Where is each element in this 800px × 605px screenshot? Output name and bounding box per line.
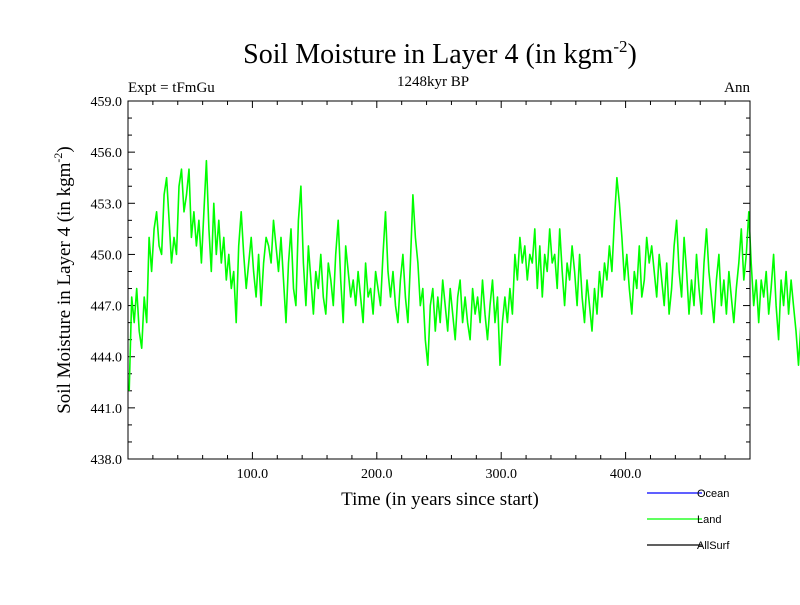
x-tick-label: 400.0 xyxy=(610,467,642,482)
chart-title-superscript: -2 xyxy=(613,37,627,56)
legend-label-allsurf: AllSurf xyxy=(697,540,730,552)
chart-subtitle: 1248kyr BP xyxy=(397,74,469,90)
legend: Ocean Land AllSurf xyxy=(647,488,730,552)
y-axis-label-suffix: ) xyxy=(54,146,75,152)
plot-area-frame xyxy=(127,100,751,460)
y-tick-label: 459.0 xyxy=(91,95,123,110)
season-label: Ann xyxy=(724,80,750,96)
x-tick-label: 300.0 xyxy=(485,467,517,482)
y-tick-label: 444.0 xyxy=(91,351,123,366)
x-tick-label: 100.0 xyxy=(237,467,269,482)
legend-label-ocean: Ocean xyxy=(697,488,729,500)
y-axis-label-superscript: -2 xyxy=(51,153,65,163)
series-group xyxy=(128,159,800,391)
legend-label-land: Land xyxy=(697,514,721,526)
y-tick-label: 441.0 xyxy=(91,402,123,417)
y-tick-label: 456.0 xyxy=(91,146,123,161)
y-axis-label-main: Soil Moisture in Layer 4 (in kgm xyxy=(54,162,75,413)
chart-title-main: Soil Moisture in Layer 4 (in kgm xyxy=(243,39,613,70)
experiment-label: Expt = tFmGu xyxy=(128,80,215,96)
y-tick-label: 447.0 xyxy=(91,300,123,315)
x-axis-ticks: 100.0 200.0 300.0 400.0 xyxy=(152,101,726,482)
y-axis-ticks: 438.0 441.0 444.0 447.0 450.0 453.0 456.0 459.0 xyxy=(91,95,750,468)
y-tick-label: 450.0 xyxy=(91,248,123,263)
y-axis-label: Soil Moisture in Layer 4 (in kgm-2) xyxy=(51,146,75,414)
chart-title-suffix: ) xyxy=(628,39,637,70)
series-line-land xyxy=(128,159,800,391)
x-tick-label: 200.0 xyxy=(361,467,393,482)
chart-title: Soil Moisture in Layer 4 (in kgm-2) xyxy=(243,37,637,70)
x-axis-label: Time (in years since start) xyxy=(341,489,539,510)
y-tick-label: 453.0 xyxy=(91,197,123,212)
y-tick-label: 438.0 xyxy=(91,453,123,468)
